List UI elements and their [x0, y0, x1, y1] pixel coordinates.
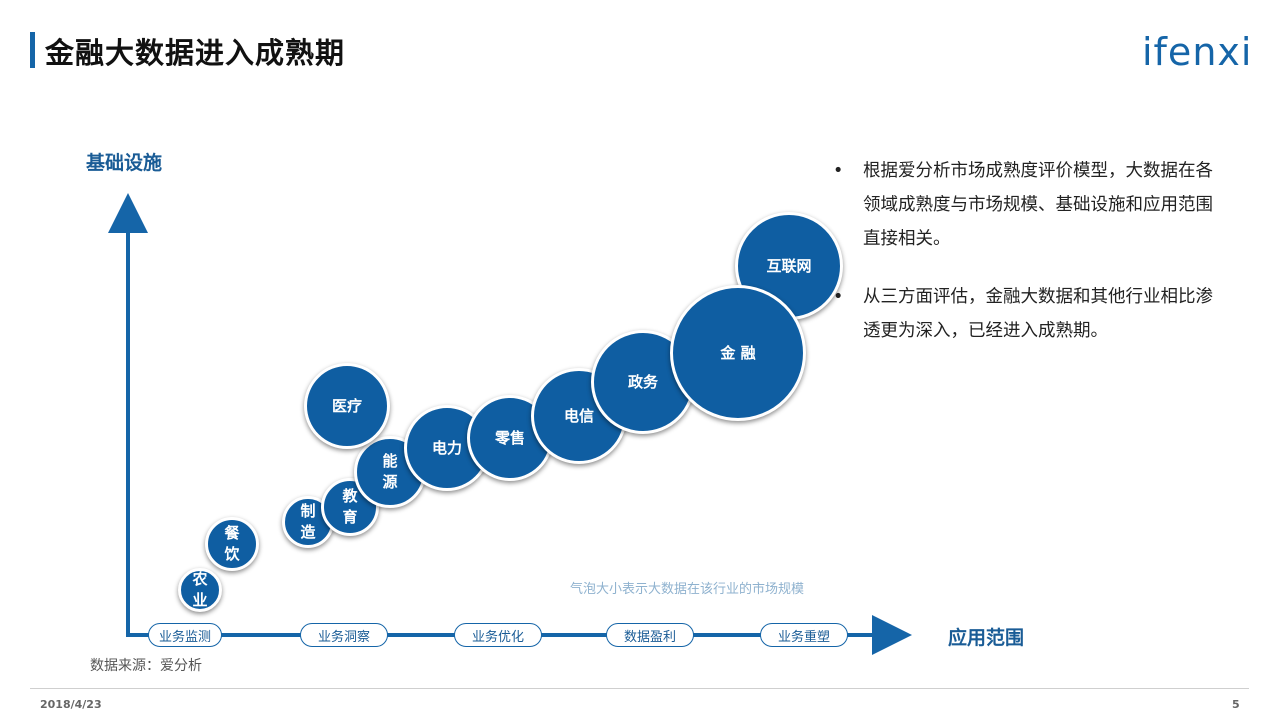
stage-label-monetization: 数据盈利 — [606, 623, 694, 647]
bubble-healthcare: 医疗 — [304, 363, 390, 449]
page-number: 5 — [1232, 698, 1240, 711]
stage-label-optimization: 业务优化 — [454, 623, 542, 647]
x-axis-label: 应用范围 — [948, 627, 1025, 649]
stage-label-insight: 业务洞察 — [300, 623, 388, 647]
bullet-dot: • — [833, 161, 844, 181]
ifenxi-logo: ifenxi — [1142, 30, 1253, 74]
bubble-agriculture: 农 业 — [178, 568, 222, 612]
slide-date: 2018/4/23 — [40, 698, 102, 711]
stage-label-reshaping: 业务重塑 — [760, 623, 848, 647]
bullet-list: • 根据爱分析市场成熟度评价模型，大数据在各领域成熟度与市场规模、基础设施和应用… — [833, 154, 1213, 372]
bullet-item: • 从三方面评估，金融大数据和其他行业相比渗透更为深入，已经进入成熟期。 — [833, 280, 1213, 348]
bubble-size-note: 气泡大小表示大数据在该行业的市场规模 — [570, 582, 805, 597]
bubble-finance: 金 融 — [670, 285, 806, 421]
footer-divider — [30, 688, 1249, 689]
bubble-catering: 餐 饮 — [205, 517, 259, 571]
title-accent-bar — [30, 32, 35, 68]
slide-title: 金融大数据进入成熟期 — [45, 36, 346, 70]
data-source: 数据来源：爱分析 — [90, 658, 202, 674]
bullet-text: 根据爱分析市场成熟度评价模型，大数据在各领域成熟度与市场规模、基础设施和应用范围… — [863, 161, 1213, 249]
bullet-dot: • — [833, 287, 844, 307]
bullet-item: • 根据爱分析市场成熟度评价模型，大数据在各领域成熟度与市场规模、基础设施和应用… — [833, 154, 1213, 256]
bullet-text: 从三方面评估，金融大数据和其他行业相比渗透更为深入，已经进入成熟期。 — [863, 287, 1213, 341]
stage-label-monitoring: 业务监测 — [148, 623, 222, 647]
y-axis-label: 基础设施 — [86, 152, 163, 174]
